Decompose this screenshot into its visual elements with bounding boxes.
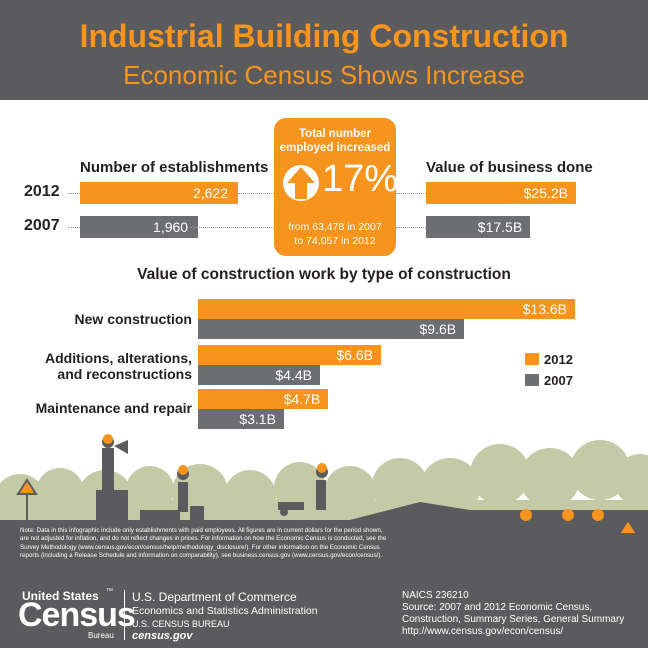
construction-bar-new-2007: $9.6B [198, 319, 465, 339]
leader-dots [396, 193, 426, 194]
construction-value-maintenance-2012: $4.7B [283, 391, 321, 407]
employment-detail-line1: from 63,478 in 2007 [288, 221, 382, 233]
construction-label-additions-line1: Additions, alterations, [44, 350, 192, 366]
census-logo-bureau: Bureau [88, 631, 114, 640]
construction-value-additions-2007: $4.4B [275, 367, 312, 383]
construction-bar-additions-2007: $4.4B [198, 365, 320, 385]
establishments-bar-2007: 1,960 [80, 216, 199, 238]
header-banner [0, 0, 648, 100]
employment-heading-line1: Total number [299, 128, 371, 140]
leader-dots [396, 227, 426, 228]
construction-value-new-2012: $13.6B [522, 301, 567, 317]
establishments-heading: Number of establishments [80, 159, 269, 176]
construction-label-additions-line2: and reconstructions [57, 366, 192, 382]
construction-value-new-2007: $9.6B [419, 321, 457, 337]
workers-right-illustration [400, 509, 648, 560]
legend-swatch-2007 [525, 374, 539, 386]
construction-bar-new-2012: $13.6B [198, 299, 575, 319]
census-logo-line1: United States [22, 589, 99, 603]
establishments-value-2012: 2,622 [192, 185, 228, 201]
footer-note: Note: Data in this infographic include o… [20, 527, 387, 560]
construction-bar-additions-2012: $6.6B [198, 345, 381, 365]
construction-heading: Value of construction work by type of co… [137, 266, 511, 283]
leader-dots [190, 227, 274, 228]
business-bar-2007: $17.5B [426, 216, 531, 238]
business-heading: Value of business done [426, 159, 593, 176]
legend-label-2007: 2007 [544, 373, 573, 388]
logo-divider [124, 590, 125, 640]
business-bar-2012: $25.2B [426, 182, 576, 204]
establishments-value-2007: 1,960 [153, 219, 189, 235]
legend-label-2012: 2012 [544, 352, 573, 367]
construction-bar-maintenance-2012: $4.7B [198, 389, 329, 409]
source-line1: Source: 2007 and 2012 Economic Census, [402, 602, 593, 613]
census-gov-link[interactable]: census.gov [132, 630, 193, 642]
establishments-bar-2012: 2,622 [80, 182, 238, 204]
dept-line1: U.S. Department of Commerce [132, 590, 297, 604]
business-value-2012: $25.2B [523, 185, 568, 201]
employment-detail-line2: to 74,057 in 2012 [294, 235, 376, 247]
business-value-2007: $17.5B [477, 219, 523, 235]
up-arrow-icon [283, 165, 319, 201]
page-title: Industrial Building Construction [79, 18, 569, 54]
dept-line2: Economics and Statistics Administration [132, 605, 318, 617]
construction-bar-maintenance-2007: $3.1B [198, 409, 284, 429]
leader-dots [68, 193, 80, 194]
construction-label-maintenance: Maintenance and repair [35, 400, 192, 416]
leader-dots [238, 193, 274, 194]
census-logo-wordmark: Census [18, 596, 136, 634]
construction-value-additions-2012: $6.6B [336, 347, 373, 363]
construction-label-new: New construction [74, 311, 192, 327]
construction-scene-illustration [0, 434, 648, 525]
construction-value-maintenance-2007: $3.1B [239, 411, 276, 427]
year-label-2007: 2007 [24, 217, 60, 234]
source-line2: Construction, Summary Series, General Su… [402, 614, 625, 625]
employment-heading-line2: employed increased [279, 142, 391, 154]
naics-code: NAICS 236210 [402, 590, 469, 601]
dept-line3: U.S. CENSUS BUREAU [132, 619, 230, 629]
leader-dots [68, 227, 80, 228]
employment-percent: 17% [322, 158, 399, 200]
legend-swatch-2012 [525, 353, 539, 365]
year-label-2012: 2012 [24, 183, 60, 200]
source-url[interactable]: http://www.census.gov/econ/census/ [402, 626, 564, 637]
page-subtitle: Economic Census Shows Increase [123, 60, 525, 90]
employment-box: Total number employed increased 17% from… [274, 118, 399, 256]
census-logo-tm: ™ [106, 588, 113, 595]
